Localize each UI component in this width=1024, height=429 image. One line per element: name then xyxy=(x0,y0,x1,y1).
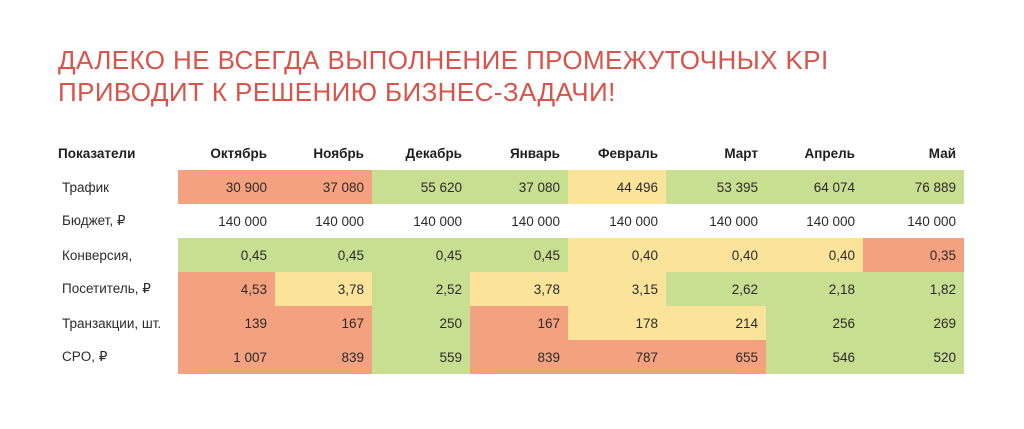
title-line-2: ПРИВОДИТ К РЕШЕНИЮ БИЗНЕС-ЗАДАЧИ! xyxy=(58,77,616,107)
data-cell: 655 xyxy=(666,340,766,374)
data-cell: 546 xyxy=(766,340,863,374)
data-cell: 0,45 xyxy=(178,238,275,272)
data-cell: 140 000 xyxy=(766,204,863,238)
title-line-1: ДАЛЕКО НЕ ВСЕГДА ВЫПОЛНЕНИЕ ПРОМЕЖУТОЧНЫ… xyxy=(58,45,829,75)
table-row: Транзакции, шт. 139 167 250 167 178 214 … xyxy=(58,306,964,340)
data-cell: 0,40 xyxy=(568,238,666,272)
data-cell: 3,78 xyxy=(275,272,372,306)
data-cell: 0,40 xyxy=(666,238,766,272)
row-label: CPO, ₽ xyxy=(62,349,108,364)
data-cell: 167 xyxy=(275,306,372,340)
data-cell: 37 080 xyxy=(275,170,372,204)
row-label: Транзакции, шт. xyxy=(62,315,162,331)
data-cell: 256 xyxy=(766,306,863,340)
data-cell: 44 496 xyxy=(568,170,666,204)
header-cell: Показатели xyxy=(58,145,136,161)
header-cell: Февраль xyxy=(598,145,658,161)
row-label: Конверсия, xyxy=(62,247,133,263)
data-cell: 140 000 xyxy=(178,204,275,238)
data-cell: 55 620 xyxy=(372,170,470,204)
kpi-table: Показатели Октябрь Ноябрь Декабрь Январь… xyxy=(58,136,964,374)
header-cell: Январь xyxy=(509,145,560,161)
data-cell: 1,82 xyxy=(863,272,964,306)
data-cell: 167 xyxy=(470,306,568,340)
table-header-row: Показатели Октябрь Ноябрь Декабрь Январь… xyxy=(58,136,964,170)
table-row: Бюджет, ₽ 140 000 140 000 140 000 140 00… xyxy=(58,204,964,238)
header-cell: Март xyxy=(724,145,758,161)
data-cell: 214 xyxy=(666,306,766,340)
data-cell: 0,45 xyxy=(470,238,568,272)
table-row: Посетитель, ₽ 4,53 3,78 2,52 3,78 3,15 2… xyxy=(58,272,964,306)
data-cell: 787 xyxy=(568,340,666,374)
data-cell: 53 395 xyxy=(666,170,766,204)
row-label: Бюджет, ₽ xyxy=(62,213,126,228)
data-cell: 0,45 xyxy=(372,238,470,272)
data-cell: 269 xyxy=(863,306,964,340)
data-cell: 1 007 xyxy=(178,340,275,374)
table-row: Трафик 30 900 37 080 55 620 37 080 44 49… xyxy=(58,170,964,204)
data-cell: 140 000 xyxy=(863,204,964,238)
data-cell: 140 000 xyxy=(372,204,470,238)
data-cell: 140 000 xyxy=(666,204,766,238)
data-cell: 839 xyxy=(275,340,372,374)
data-cell: 64 074 xyxy=(766,170,863,204)
data-cell: 139 xyxy=(178,306,275,340)
data-cell: 140 000 xyxy=(275,204,372,238)
data-cell: 250 xyxy=(372,306,470,340)
data-cell: 76 889 xyxy=(863,170,964,204)
row-label: Посетитель, ₽ xyxy=(62,281,151,296)
data-cell: 520 xyxy=(863,340,964,374)
data-cell: 178 xyxy=(568,306,666,340)
data-cell: 559 xyxy=(372,340,470,374)
data-cell: 37 080 xyxy=(470,170,568,204)
data-cell: 0,45 xyxy=(275,238,372,272)
data-cell: 3,15 xyxy=(568,272,666,306)
header-cell: Ноябрь xyxy=(313,145,364,161)
data-cell: 30 900 xyxy=(178,170,275,204)
table-row: CPO, ₽ 1 007 839 559 839 787 655 546 520 xyxy=(58,340,964,374)
data-cell: 839 xyxy=(470,340,568,374)
data-cell: 2,52 xyxy=(372,272,470,306)
data-cell: 2,18 xyxy=(766,272,863,306)
slide-title: ДАЛЕКО НЕ ВСЕГДА ВЫПОЛНЕНИЕ ПРОМЕЖУТОЧНЫ… xyxy=(58,44,829,108)
data-cell: 140 000 xyxy=(568,204,666,238)
header-cell: Май xyxy=(928,145,956,161)
data-cell: 140 000 xyxy=(470,204,568,238)
table-row: Конверсия, 0,45 0,45 0,45 0,45 0,40 0,40… xyxy=(58,238,964,272)
header-cell: Декабрь xyxy=(405,145,462,161)
data-cell: 0,40 xyxy=(766,238,863,272)
data-cell: 3,78 xyxy=(470,272,568,306)
header-cell: Апрель xyxy=(804,145,855,161)
data-cell: 4,53 xyxy=(178,272,275,306)
data-cell: 2,62 xyxy=(666,272,766,306)
row-label: Трафик xyxy=(62,179,110,195)
data-cell: 0,35 xyxy=(863,238,964,272)
header-cell: Октябрь xyxy=(210,145,267,161)
